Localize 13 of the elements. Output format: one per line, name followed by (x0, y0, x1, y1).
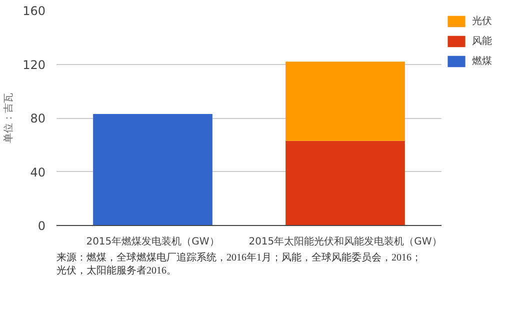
y-tick-label: 80 (30, 112, 46, 126)
legend-label: 光伏 (472, 14, 492, 28)
x-tick-label: 2015年燃煤发电装机（GW） (86, 236, 220, 248)
source-note: 来源：燃煤，全球燃煤电厂追踪系统，2016年1月；风能，全球风能委员会，2016； (56, 252, 422, 264)
text: 光伏，太阳能服务者2016。 (56, 264, 176, 276)
y-tick-label: 160 (22, 4, 46, 18)
legend-label: 燃煤 (472, 55, 492, 68)
y-tick-label: 120 (22, 58, 46, 72)
y-tick-label: 40 (30, 165, 46, 180)
y-axis-title: 单位：吉瓦 (2, 93, 15, 143)
x-tick-label: 2015年太阳能光伏和风能发电装机（GW） (248, 236, 442, 248)
legend-label: 风能 (472, 34, 492, 48)
y-tick-label: 0 (38, 219, 46, 233)
